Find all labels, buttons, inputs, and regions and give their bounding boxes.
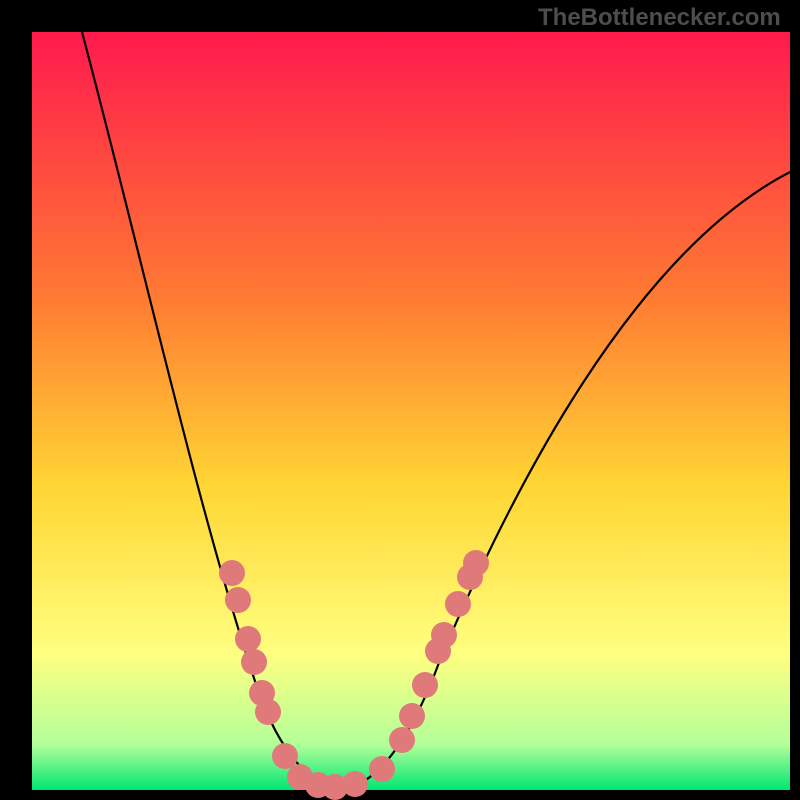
data-marker [412,672,438,698]
bottleneck-curve-svg [0,0,800,800]
data-marker [225,587,251,613]
data-marker [241,649,267,675]
data-marker [342,771,368,797]
data-marker [219,560,245,586]
data-marker [399,703,425,729]
data-marker [255,699,281,725]
data-marker [463,550,489,576]
data-marker [389,727,415,753]
data-marker [369,756,395,782]
curve-left [82,32,330,788]
data-marker [431,622,457,648]
data-marker [235,626,261,652]
watermark-text: TheBottlenecker.com [538,4,781,32]
curve-right [345,172,790,788]
data-marker [445,591,471,617]
